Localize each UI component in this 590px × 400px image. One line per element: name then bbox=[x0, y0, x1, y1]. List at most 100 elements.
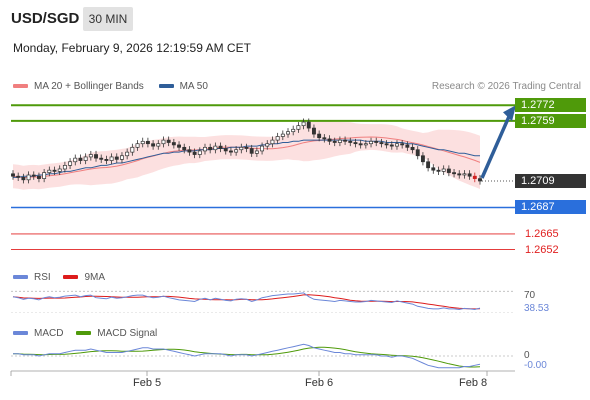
candle-body bbox=[462, 173, 467, 176]
candle-body bbox=[223, 148, 228, 152]
rsi-swatch bbox=[13, 275, 28, 280]
candle-body bbox=[426, 161, 431, 169]
level-label-support-1: 1.2665 bbox=[525, 227, 559, 240]
candle-body bbox=[306, 121, 311, 129]
candle-body bbox=[374, 140, 379, 143]
candle-body bbox=[208, 146, 213, 151]
credit-text: Research © 2026 Trading Central bbox=[431, 81, 581, 92]
x-label-feb8: Feb 8 bbox=[459, 377, 488, 389]
candle-body bbox=[348, 140, 353, 143]
macd-zero-label: 0 bbox=[524, 350, 530, 361]
candle-body bbox=[395, 143, 399, 147]
rsi-line bbox=[12, 292, 481, 311]
legend-item-9ma: 9MA bbox=[63, 272, 105, 283]
candle-body bbox=[166, 139, 171, 143]
candle-body bbox=[275, 136, 280, 141]
candle-body bbox=[171, 142, 176, 146]
candle-body bbox=[68, 161, 73, 166]
level-label-target-high: 1.2772 bbox=[515, 98, 586, 113]
level-label-pivot: 1.2687 bbox=[515, 200, 586, 215]
candle-body bbox=[21, 177, 26, 181]
candle-body bbox=[99, 157, 104, 160]
candle-body bbox=[244, 146, 249, 149]
candle-body bbox=[260, 145, 265, 152]
candle-body bbox=[36, 175, 41, 179]
candle-body bbox=[182, 146, 187, 151]
candle-body bbox=[31, 174, 36, 177]
candle-body bbox=[312, 127, 316, 135]
candle-body bbox=[415, 149, 420, 157]
rsi-value-label: 38.53 bbox=[524, 303, 550, 314]
candle-body bbox=[431, 167, 436, 171]
candle-body bbox=[363, 143, 368, 146]
candle-body bbox=[62, 165, 67, 170]
candle-body bbox=[265, 143, 270, 147]
candle-body bbox=[254, 150, 259, 154]
bollinger-band bbox=[13, 121, 480, 190]
candle-body bbox=[452, 172, 457, 175]
timeframe-button[interactable]: 30 MIN bbox=[83, 7, 133, 31]
candle-body bbox=[441, 168, 446, 172]
candle-body bbox=[83, 156, 88, 161]
legend-item-macd-signal: MACD Signal bbox=[76, 328, 157, 339]
candle-body bbox=[120, 155, 124, 160]
legend-item-macd: MACD bbox=[13, 328, 63, 339]
candle-body bbox=[26, 174, 31, 181]
candle-body bbox=[317, 133, 322, 139]
x-label-feb6: Feb 6 bbox=[305, 377, 334, 389]
main-legend: MA 20 + Bollinger Bands MA 50 bbox=[13, 81, 208, 92]
ma20-swatch bbox=[13, 84, 28, 89]
candle-body bbox=[332, 140, 337, 143]
candle-body bbox=[270, 139, 275, 145]
candle-body bbox=[94, 154, 98, 159]
candle-body bbox=[239, 146, 244, 151]
candle-body bbox=[47, 169, 52, 173]
candle-body bbox=[343, 139, 348, 142]
candle-body bbox=[213, 145, 218, 151]
legend-macd-signal-label: MACD Signal bbox=[97, 328, 158, 339]
candle-body bbox=[78, 157, 83, 161]
candle-body bbox=[145, 140, 150, 145]
legend-item-ma20: MA 20 + Bollinger Bands bbox=[13, 81, 144, 92]
candle-body bbox=[234, 149, 239, 153]
ma9-swatch bbox=[63, 275, 79, 280]
legend-macd-label: MACD bbox=[34, 328, 64, 339]
candle-body bbox=[472, 175, 477, 179]
macd-line bbox=[13, 343, 481, 369]
candle-body bbox=[322, 137, 327, 140]
candle-body bbox=[296, 125, 301, 130]
candle-body bbox=[280, 133, 285, 137]
level-label-last-price: 1.2709 bbox=[515, 174, 586, 188]
candle-body bbox=[446, 168, 451, 173]
candle-body bbox=[384, 143, 389, 146]
candle-body bbox=[88, 154, 93, 158]
macd-value-label: -0.00 bbox=[524, 360, 547, 371]
candle-body bbox=[467, 173, 472, 177]
candle-body bbox=[73, 157, 78, 163]
candle-body bbox=[327, 138, 332, 142]
macd-swatch bbox=[13, 331, 28, 336]
candle-body bbox=[125, 151, 130, 157]
macd-legend: MACD MACD Signal bbox=[13, 328, 157, 339]
candle-body bbox=[420, 155, 425, 163]
legend-ma50-label: MA 50 bbox=[179, 81, 208, 92]
legend-rsi-label: RSI bbox=[34, 272, 51, 283]
candle-body bbox=[457, 173, 462, 176]
candle-body bbox=[369, 140, 373, 145]
candle-body bbox=[286, 131, 290, 135]
candle-body bbox=[291, 128, 296, 133]
candle-body bbox=[192, 151, 197, 155]
candle-body bbox=[353, 142, 358, 145]
forecast-arrow-shaft bbox=[480, 113, 512, 179]
ma50-swatch bbox=[158, 84, 174, 89]
candle-body bbox=[358, 143, 363, 146]
candle-body bbox=[57, 168, 62, 172]
candle-body bbox=[337, 139, 342, 143]
candle-body bbox=[410, 146, 415, 151]
legend-9ma-label: 9MA bbox=[84, 272, 106, 283]
rsi-9ma-line bbox=[12, 294, 481, 310]
legend-item-rsi: RSI bbox=[13, 272, 51, 283]
forecast-arrow-head bbox=[503, 105, 516, 122]
candle-body bbox=[405, 144, 410, 148]
